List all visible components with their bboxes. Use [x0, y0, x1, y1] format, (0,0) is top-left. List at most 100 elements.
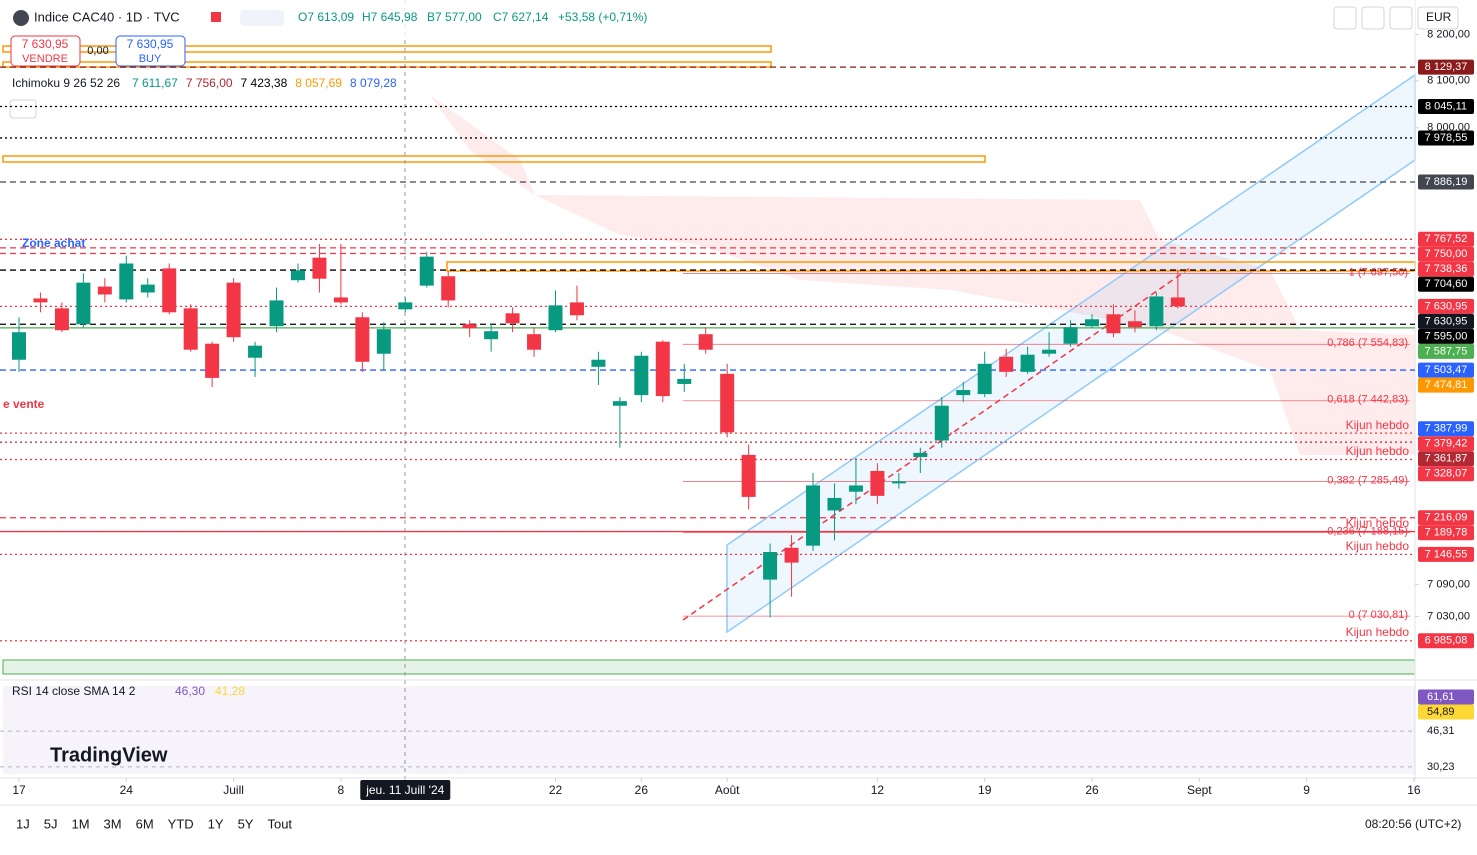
- range-button[interactable]: 6M: [136, 816, 154, 831]
- range-button[interactable]: 5J: [44, 816, 58, 831]
- candle-body: [290, 270, 305, 281]
- range-button[interactable]: Tout: [267, 816, 292, 831]
- spread: 0,00: [87, 45, 108, 57]
- price-label: 7 328,07: [1425, 468, 1468, 480]
- currency: EUR: [1426, 10, 1452, 24]
- x-tick-label: 12: [871, 783, 885, 797]
- candle-body: [355, 317, 370, 362]
- price-label-box: [1418, 546, 1474, 562]
- range-button[interactable]: 1J: [16, 816, 30, 831]
- price-label-box: [1418, 298, 1474, 314]
- price-label-box: [1418, 377, 1474, 393]
- fib-label: 0 (7 030,81): [1349, 609, 1408, 621]
- ichimoku-cloud: [430, 95, 1415, 455]
- x-tick-label: Août: [715, 783, 740, 797]
- candle-body: [741, 454, 756, 497]
- header-bg: [0, 0, 1415, 36]
- x-tick-label: 22: [549, 783, 563, 797]
- ichimoku-value: 7 611,67: [132, 76, 178, 90]
- clock: 08:20:56 (UTC+2): [1365, 817, 1461, 831]
- zone: [2, 45, 772, 53]
- price-label-box: [1418, 130, 1474, 146]
- x-tick-label: 26: [635, 783, 649, 797]
- annotation: Kijun hebdo: [1346, 539, 1410, 553]
- price-label: 7 189,78: [1425, 527, 1468, 539]
- candle-body: [12, 332, 26, 360]
- symbol-title: Indice CAC40 · 1D · TVC: [34, 9, 180, 24]
- candle-body: [848, 485, 863, 492]
- range-button[interactable]: 1M: [71, 816, 89, 831]
- ohlc-low: B7 577,00: [427, 10, 482, 24]
- candle-body: [1042, 349, 1057, 354]
- price-label: 8 045,11: [1425, 100, 1467, 112]
- candle-body: [827, 497, 842, 511]
- price-label-box: [1418, 59, 1474, 75]
- symbol-icon: [13, 10, 29, 26]
- rsi-label-box: [1418, 704, 1474, 720]
- candle-body: [913, 452, 928, 457]
- sell-button[interactable]: [10, 35, 81, 67]
- collapse-button[interactable]: [9, 99, 37, 119]
- ohlc-close: C7 627,14: [493, 10, 549, 24]
- x-tick-label: 16: [1407, 783, 1421, 797]
- x-tick-label: 19: [978, 783, 992, 797]
- button[interactable]: [1361, 6, 1385, 30]
- candle-body: [655, 341, 670, 397]
- rsi-label-box: [1418, 689, 1474, 705]
- toggle[interactable]: [240, 10, 284, 26]
- candle-body: [1106, 314, 1121, 334]
- x-tick-label: 24: [120, 783, 134, 797]
- rsi-tick-label: 61,61: [1427, 691, 1455, 703]
- buy-button[interactable]: [115, 35, 186, 67]
- candle-body: [248, 345, 263, 358]
- price-label-box: [1418, 261, 1474, 277]
- candle-body: [548, 305, 563, 331]
- y-tick-label: 7 030,00: [1427, 610, 1470, 622]
- candle-body: [33, 298, 48, 303]
- price-label-box: [1418, 525, 1474, 541]
- candle-body: [784, 547, 799, 563]
- price-label-box: [1418, 231, 1474, 247]
- button[interactable]: [1333, 6, 1357, 30]
- button[interactable]: [1389, 6, 1413, 30]
- buy-price: 7 630,95: [127, 37, 174, 51]
- range-button[interactable]: 5Y: [238, 816, 254, 831]
- candle-body: [97, 286, 112, 295]
- range-button[interactable]: YTD: [168, 816, 194, 831]
- candle-body: [569, 302, 584, 316]
- price-label-box: [1418, 328, 1474, 344]
- range-button[interactable]: 1Y: [208, 816, 224, 831]
- annotation: Kijun hebdo: [1346, 418, 1410, 432]
- zone: [2, 61, 772, 68]
- buy-label: BUY: [139, 53, 162, 65]
- price-label: 7 503,47: [1425, 364, 1468, 376]
- currency-button[interactable]: [1417, 6, 1459, 30]
- range-button[interactable]: 3M: [104, 816, 122, 831]
- candle-body: [977, 363, 992, 395]
- price-label: 7 978,55: [1425, 132, 1468, 144]
- candle-body: [1063, 327, 1078, 344]
- fib-label: 0,382 (7 285,49): [1327, 474, 1408, 486]
- sell-label: VENDRE: [22, 53, 68, 65]
- price-label: 7 595,00: [1425, 330, 1468, 342]
- price-label-box: [1418, 99, 1474, 115]
- candle-body: [677, 378, 692, 384]
- candle-body: [462, 324, 477, 329]
- candle-body: [269, 300, 284, 327]
- x-tick-label: 9: [1303, 783, 1310, 797]
- candle-body: [1170, 297, 1185, 307]
- ohlc-open: O7 613,09: [298, 10, 354, 24]
- price-label-box: [1418, 276, 1474, 292]
- candle-body: [763, 552, 778, 580]
- candle-body: [634, 355, 649, 396]
- candle-body: [205, 343, 220, 378]
- x-tick-label: Juill: [223, 783, 244, 797]
- candle-body: [806, 485, 821, 546]
- candle-body: [591, 359, 606, 367]
- logo: TradingView: [50, 744, 168, 766]
- status-icon: [211, 12, 221, 22]
- price-label: 7 704,60: [1425, 278, 1468, 290]
- candle-body: [505, 313, 520, 324]
- candle-body: [484, 331, 499, 340]
